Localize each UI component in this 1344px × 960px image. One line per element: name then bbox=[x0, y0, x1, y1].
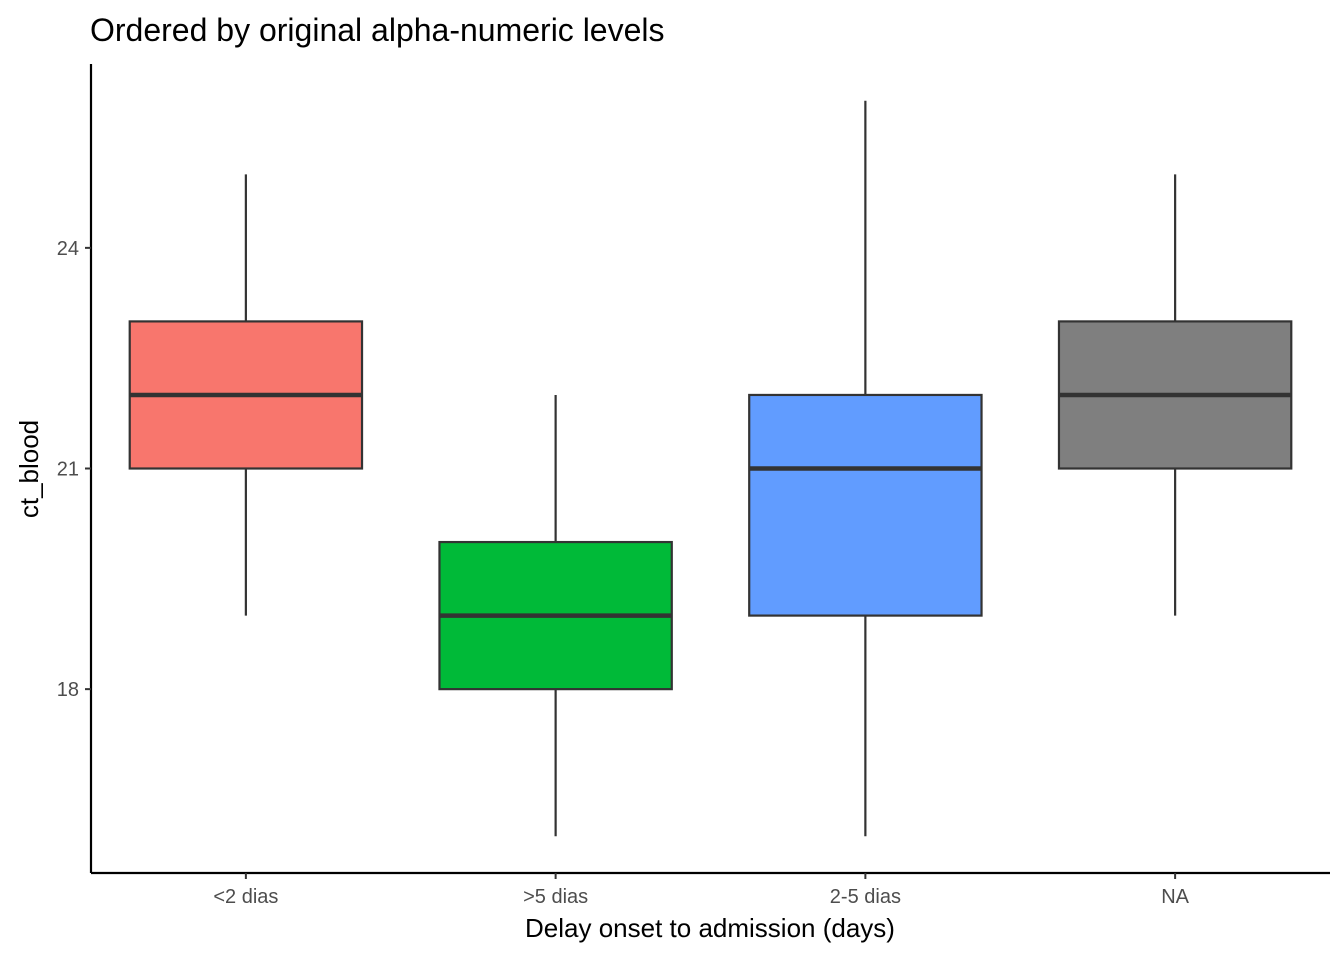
boxplot-3 bbox=[1057, 174, 1293, 616]
boxplots bbox=[128, 100, 1293, 837]
boxplot-2 bbox=[748, 100, 983, 837]
x-tick-label: <2 dias bbox=[213, 886, 278, 908]
y-tick-label: 18 bbox=[57, 679, 79, 701]
x-axis: <2 dias >5 dias 2-5 dias NA bbox=[91, 871, 1330, 908]
y-axis: 18 21 24 bbox=[57, 64, 93, 873]
y-axis-title: ct_blood bbox=[14, 420, 44, 518]
x-tick-label: 2-5 dias bbox=[830, 886, 901, 908]
boxplot-0 bbox=[128, 174, 364, 616]
box bbox=[748, 393, 983, 617]
x-tick-label: NA bbox=[1161, 886, 1189, 908]
y-tick-label: 24 bbox=[57, 238, 79, 260]
y-tick-label: 21 bbox=[57, 459, 79, 481]
boxplot-1 bbox=[438, 394, 673, 837]
chart-title: Ordered by original alpha-numeric levels bbox=[90, 12, 665, 48]
x-axis-title: Delay onset to admission (days) bbox=[525, 913, 895, 943]
x-tick-label: >5 dias bbox=[523, 886, 588, 908]
